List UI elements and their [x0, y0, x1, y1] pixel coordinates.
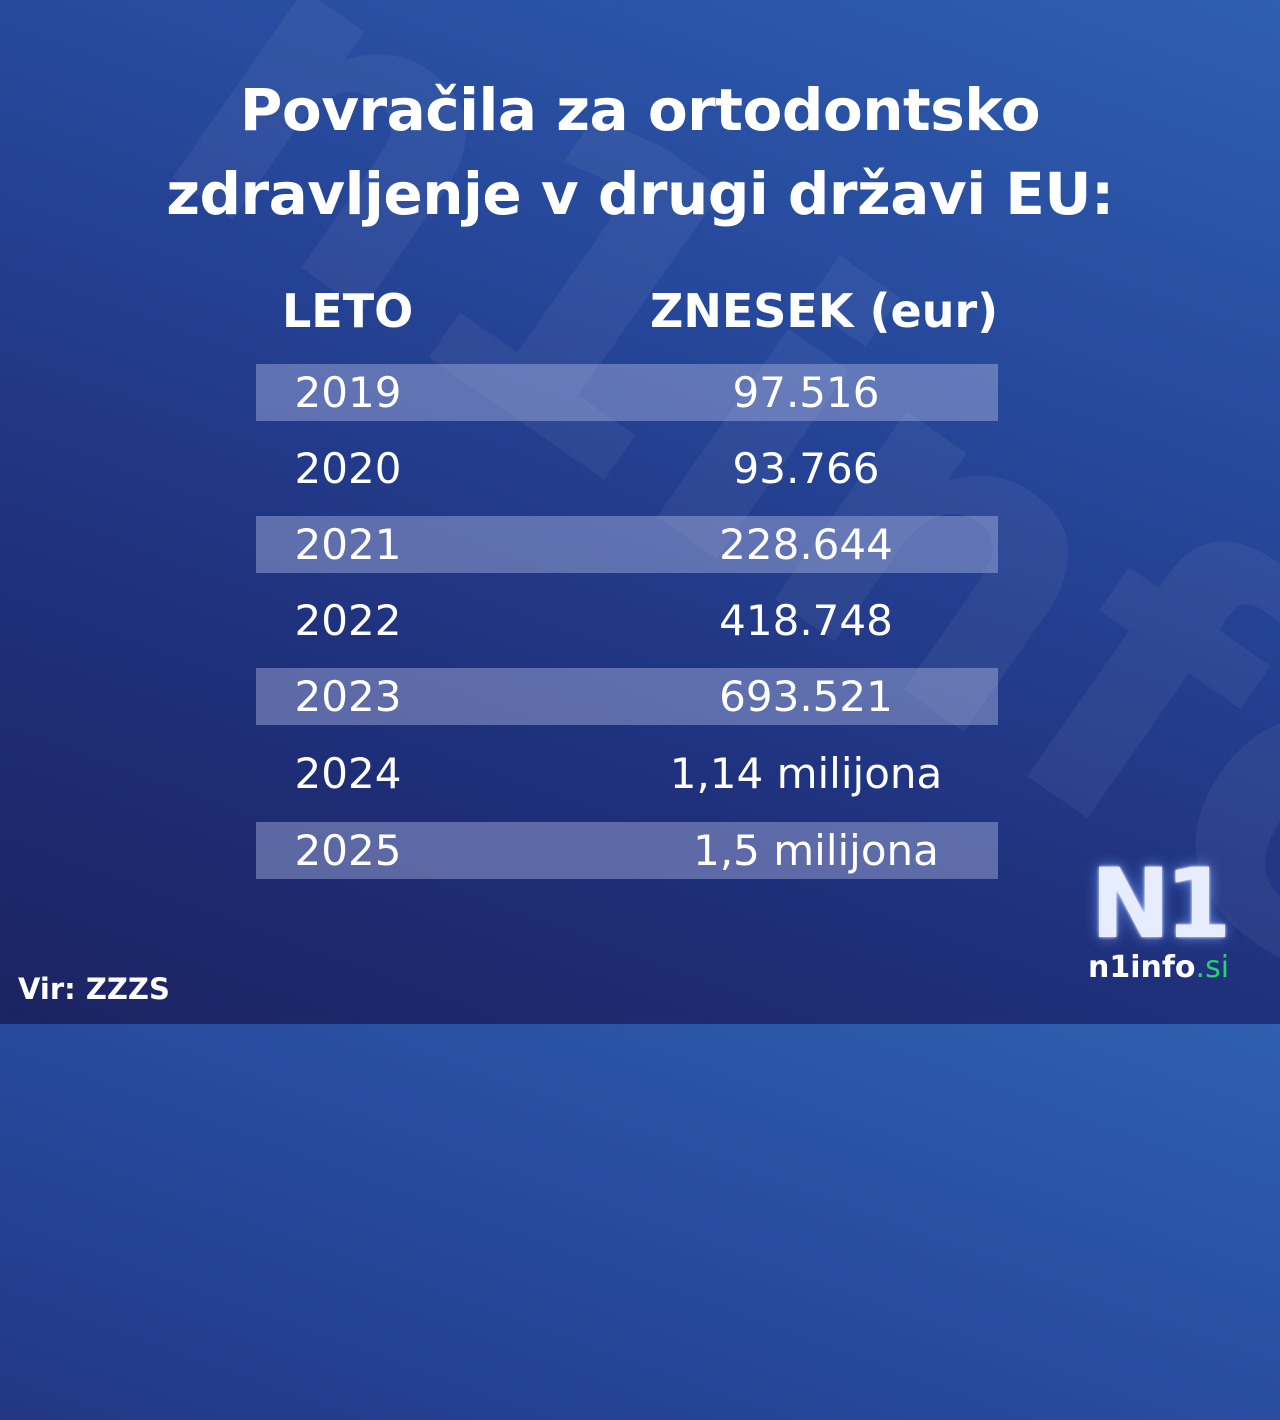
- amount-cell: 97.516: [732, 368, 880, 417]
- table-row: 2019 97.516: [256, 364, 998, 421]
- title-line-1: Povračila za ortodontsko: [239, 76, 1041, 144]
- year-cell: 2019: [294, 368, 402, 417]
- logo-text: n1info.si: [1088, 950, 1230, 985]
- year-cell: 2022: [294, 596, 402, 645]
- table-row: 2021 228.644: [256, 516, 998, 573]
- table-row: 2023 693.521: [256, 668, 998, 725]
- year-cell: 2023: [294, 672, 402, 721]
- n1-logo: N1 n1info.si: [1088, 848, 1232, 986]
- table-row: 2024 1,14 milijona: [256, 745, 998, 802]
- source-note: Vir: ZZZS: [18, 972, 170, 1006]
- title-line-2: zdravljenje v drugi državi EU:: [166, 160, 1114, 228]
- page-title: Povračila za ortodontsko zdravljenje v d…: [0, 68, 1280, 236]
- table-row: 2025 1,5 milijona: [256, 822, 998, 879]
- logo-mark: N1: [1090, 848, 1231, 960]
- year-cell: 2021: [294, 520, 402, 569]
- amount-cell: 1,14 milijona: [669, 749, 943, 798]
- header-year: LETO: [282, 284, 414, 338]
- amount-cell: 418.748: [719, 596, 893, 645]
- year-cell: 2024: [294, 749, 402, 798]
- table-row: 2022 418.748: [256, 592, 998, 649]
- table-row: 2020 93.766: [256, 440, 998, 497]
- year-cell: 2025: [294, 826, 402, 875]
- amount-cell: 228.644: [719, 520, 893, 569]
- amount-cell: 93.766: [732, 444, 880, 493]
- amount-cell: 693.521: [719, 672, 893, 721]
- header-amount: ZNESEK (eur): [650, 284, 999, 338]
- year-cell: 2020: [294, 444, 402, 493]
- amount-cell: 1,5 milijona: [693, 826, 939, 875]
